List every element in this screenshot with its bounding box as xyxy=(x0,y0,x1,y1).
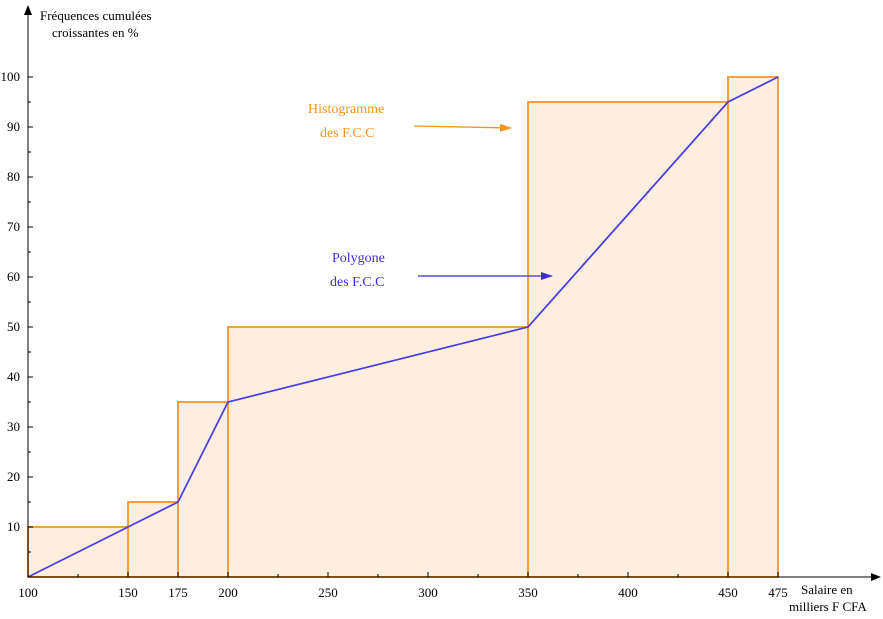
histogram-bar xyxy=(727,76,779,578)
x-tick-label: 400 xyxy=(618,585,638,600)
y-tick-label: 80 xyxy=(7,169,20,184)
x-tick-label: 100 xyxy=(18,585,38,600)
y-tick-label: 10 xyxy=(7,519,20,534)
polygon-line xyxy=(27,76,779,578)
y-tick-label: 30 xyxy=(7,419,20,434)
y-axis-label-line1: Fréquences cumulées xyxy=(40,8,152,23)
y-ticks: 10 20 30 40 50 60 70 80 90 100 xyxy=(1,69,33,553)
histogram-bar xyxy=(127,501,179,578)
histogram-annotation-arrow xyxy=(413,123,512,132)
y-tick-label: 70 xyxy=(7,219,20,234)
histogram-bar xyxy=(527,101,729,578)
y-tick-label: 40 xyxy=(7,369,20,384)
histogram-annotation-line1: Histogramme xyxy=(308,102,384,117)
y-tick-label: 100 xyxy=(1,69,21,84)
y-tick-label: 50 xyxy=(7,319,20,334)
x-tick-label: 150 xyxy=(118,585,138,600)
histogram-bars xyxy=(27,76,779,578)
x-tick-label: 450 xyxy=(718,585,738,600)
polygon-annotation-line2: des F.C.C xyxy=(330,275,385,290)
x-tick-label: 175 xyxy=(168,585,188,600)
x-tick-label: 475 xyxy=(768,585,788,600)
polygon-series xyxy=(27,76,779,578)
histogram-bar xyxy=(227,326,529,578)
x-tick-label: 350 xyxy=(518,585,538,600)
x-tick-label: 300 xyxy=(418,585,438,600)
x-tick-label: 250 xyxy=(318,585,338,600)
y-tick-label: 90 xyxy=(7,119,20,134)
y-tick-label: 20 xyxy=(7,469,20,484)
x-tick-label: 200 xyxy=(218,585,238,600)
polygon-annotation-line1: Polygone xyxy=(332,251,385,266)
x-ticks: 100 150 175 200 250 300 350 400 450 475 xyxy=(18,572,788,600)
y-axis-label-line2: croissantes en % xyxy=(52,25,139,40)
y-tick-label: 60 xyxy=(7,269,20,284)
x-axis-label-line2: milliers F CFA xyxy=(789,599,867,614)
histogram-bar xyxy=(177,401,229,578)
x-axis-label-line1: Salaire en xyxy=(801,582,853,597)
histogram-annotation-line2: des F.C.C xyxy=(320,126,375,141)
